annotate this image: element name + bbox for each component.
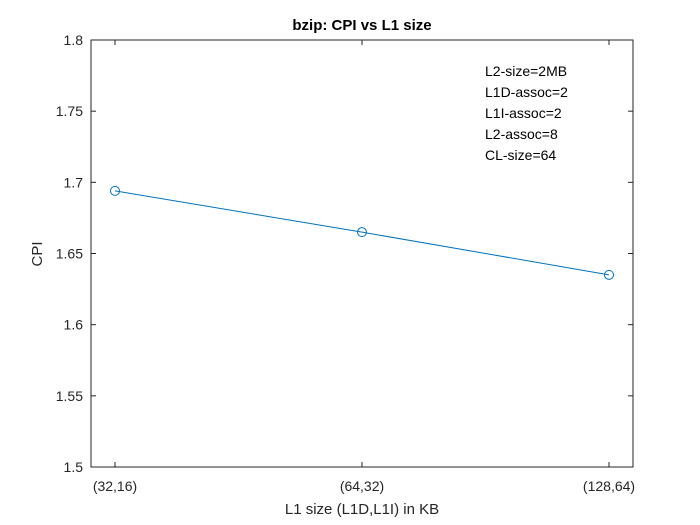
- annotation-line: L2-size=2MB: [485, 63, 567, 79]
- chart-title: bzip: CPI vs L1 size: [292, 17, 431, 34]
- annotation-line: L1D-assoc=2: [485, 84, 568, 100]
- y-tick-label: 1.8: [64, 32, 84, 48]
- y-tick-label: 1.75: [56, 103, 83, 119]
- x-tick-label: (64,32): [340, 478, 384, 494]
- annotation-line: CL-size=64: [485, 147, 556, 163]
- y-tick-label: 1.6: [64, 317, 84, 333]
- annotation-line: L2-assoc=8: [485, 126, 558, 142]
- x-tick-label: (128,64): [583, 478, 635, 494]
- y-tick-label: 1.5: [64, 459, 84, 475]
- y-axis-label: CPI: [29, 241, 46, 266]
- y-tick-label: 1.65: [56, 246, 83, 262]
- x-tick-label: (32,16): [93, 478, 137, 494]
- y-tick-label: 1.7: [64, 174, 84, 190]
- data-point-marker: [110, 185, 120, 196]
- y-tick-label: 1.55: [56, 388, 83, 404]
- parameter-annotation: L2-size=2MB L1D-assoc=2 L1I-assoc=2 L2-asso…: [485, 63, 568, 163]
- y-axis: 1.5 1.55 1.6 1.65 1.7 1.75 1.8: [56, 32, 633, 475]
- x-axis: (32,16) (64,32) (128,64): [93, 40, 635, 494]
- annotation-line: L1I-assoc=2: [485, 105, 562, 121]
- series-group: [110, 185, 614, 280]
- data-point-marker: [357, 227, 367, 238]
- data-point-marker: [604, 269, 614, 280]
- x-axis-label: L1 size (L1D,L1I) in KB: [285, 501, 439, 518]
- cpi-series-line: [114, 190, 610, 276]
- plot-area: [90, 39, 634, 468]
